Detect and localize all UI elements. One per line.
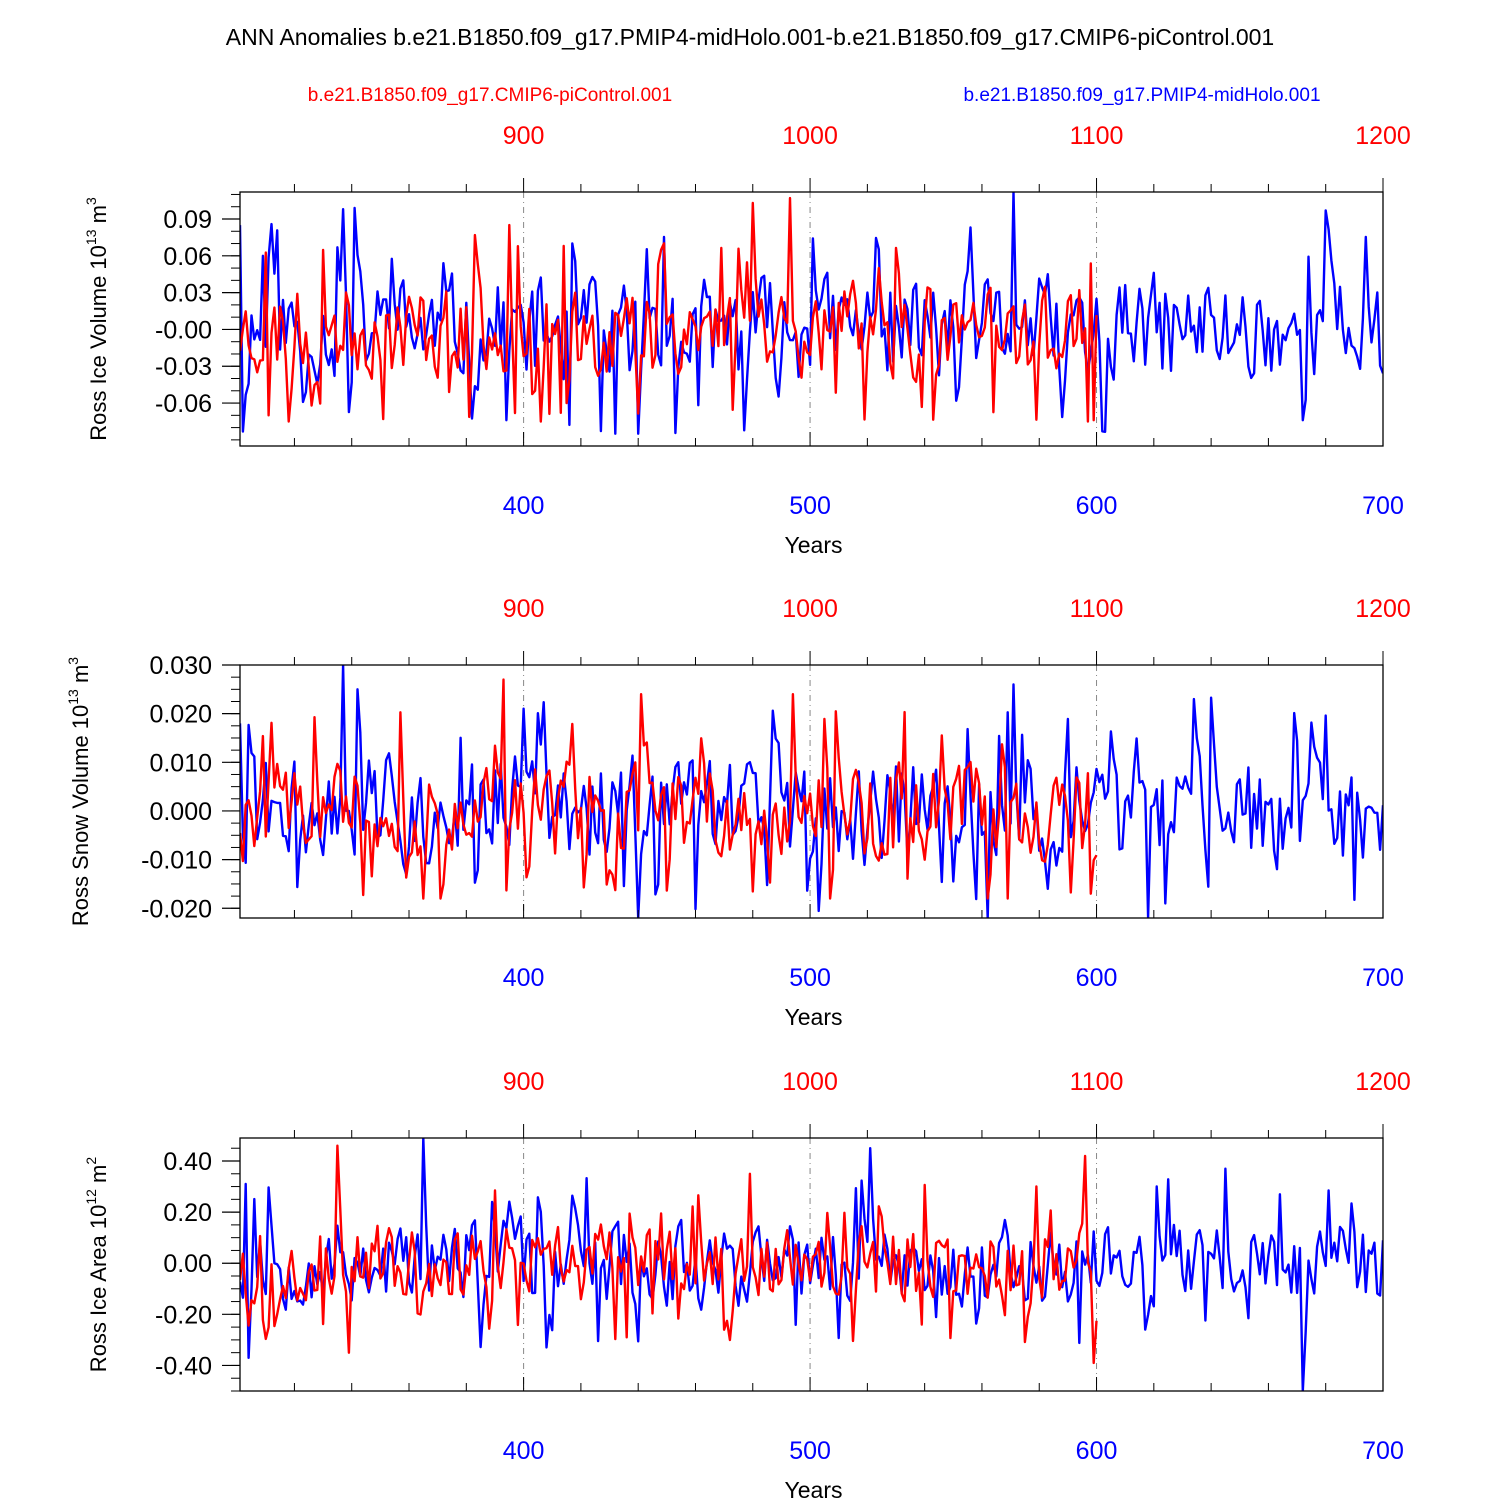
x-bottom-tick-label: 700 (1362, 492, 1404, 520)
x-bottom-tick-label: 700 (1362, 1437, 1404, 1465)
x-axis-label: Years (785, 532, 843, 558)
x-top-tick-label: 900 (503, 595, 545, 623)
y-tick-label: 0.40 (163, 1148, 212, 1176)
series-line (240, 196, 1098, 423)
panels: -0.06 -0.03 -0.00 0.03 0.06 0.09 400 500 600 700 9… (65, 122, 1411, 1500)
y-tick-label: -0.20 (155, 1301, 212, 1329)
y-tick-label: -0.010 (141, 847, 212, 875)
y-tick-label: -0.00 (155, 316, 212, 344)
plot-frame (239, 1137, 1384, 1392)
x-bottom-tick-label: 400 (503, 492, 545, 520)
plot-frame (239, 664, 1384, 919)
plot-frame (239, 191, 1384, 447)
legend-midholo: b.e21.B1850.f09_g17.PMIP4-midHolo.001 (963, 85, 1320, 106)
y-axis-label: Ross Ice Area 1012 m2 (83, 1157, 111, 1373)
x-bottom-tick-label: 500 (789, 492, 831, 520)
x-top-tick-label: 1200 (1355, 122, 1411, 150)
y-tick-label: -0.40 (155, 1352, 212, 1380)
figure-title: ANN Anomalies b.e21.B1850.f09_g17.PMIP4-… (226, 24, 1274, 50)
y-tick-label: 0.00 (163, 1250, 212, 1278)
x-top-tick-label: 1000 (782, 122, 838, 150)
series-line (240, 1144, 1098, 1365)
legend-control: b.e21.B1850.f09_g17.CMIP6-piControl.001 (308, 85, 672, 106)
x-bottom-tick-label: 600 (1076, 492, 1118, 520)
y-tick-label: 0.030 (149, 652, 212, 680)
panel-ross_ice_volume: -0.06 -0.03 -0.00 0.03 0.06 0.09 400 500 600 700 9… (83, 122, 1411, 558)
x-top-tick-label: 900 (503, 122, 545, 150)
x-top-tick-label: 1200 (1355, 1068, 1411, 1096)
y-tick-label: 0.000 (149, 798, 212, 826)
x-top-tick-label: 1000 (782, 1068, 838, 1096)
y-tick-label: 0.20 (163, 1199, 212, 1227)
x-axis-label: Years (785, 1004, 843, 1030)
x-bottom-tick-label: 400 (503, 964, 545, 992)
x-top-tick-label: 1100 (1070, 595, 1124, 623)
x-top-tick-label: 1100 (1070, 122, 1124, 150)
x-bottom-tick-label: 500 (789, 1437, 831, 1465)
y-tick-label: -0.020 (141, 895, 212, 923)
y-tick-label: 0.09 (163, 206, 212, 234)
series-line (240, 678, 1098, 900)
y-axis-label: Ross Ice Volume 1013 m3 (83, 197, 111, 441)
x-top-tick-label: 1200 (1355, 595, 1411, 623)
x-top-tick-label: 900 (503, 1068, 545, 1096)
series-line (240, 665, 1383, 918)
y-tick-label: 0.010 (149, 749, 212, 777)
x-bottom-tick-label: 600 (1076, 964, 1118, 992)
x-axis-label: Years (785, 1477, 843, 1500)
x-top-tick-label: 1000 (782, 595, 838, 623)
y-tick-label: -0.06 (155, 390, 212, 418)
y-tick-label: 0.06 (163, 243, 212, 271)
y-tick-label: 0.03 (163, 280, 212, 308)
x-bottom-tick-label: 600 (1076, 1437, 1118, 1465)
x-bottom-tick-label: 400 (503, 1437, 545, 1465)
x-bottom-tick-label: 700 (1362, 964, 1404, 992)
x-top-tick-label: 1100 (1070, 1068, 1124, 1096)
y-tick-label: 0.020 (149, 701, 212, 729)
x-bottom-tick-label: 500 (789, 964, 831, 992)
panel-ross_snow_volume: -0.020 -0.010 0.000 0.010 0.020 0.030 400 500 60… (65, 595, 1411, 1030)
y-tick-label: -0.03 (155, 353, 212, 381)
panel-ross_ice_area: -0.40 -0.20 0.00 0.20 0.40 400 500 600 700 900 100… (83, 1068, 1411, 1500)
y-axis-label: Ross Snow Volume 1013 m3 (65, 657, 93, 926)
series-line (240, 192, 1383, 435)
